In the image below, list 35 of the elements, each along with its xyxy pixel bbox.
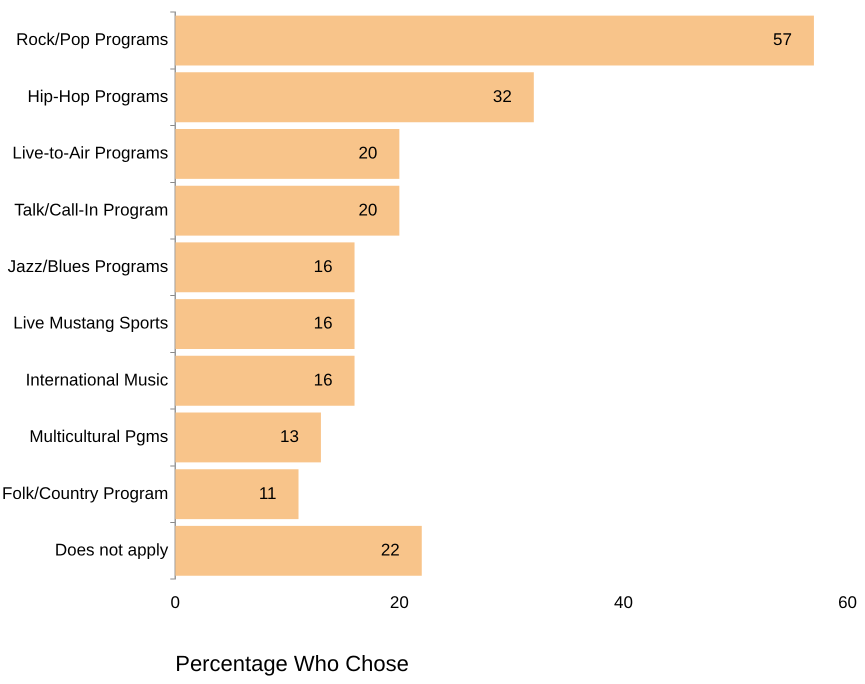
data-label: 13 <box>280 427 299 446</box>
y-tick-label: Talk/Call-In Program <box>14 200 168 220</box>
x-tick-label: 40 <box>614 593 633 612</box>
bar <box>175 16 814 66</box>
data-label: 11 <box>258 484 277 503</box>
bar <box>175 356 355 406</box>
y-tick-label: Rock/Pop Programs <box>16 30 168 50</box>
data-label: 16 <box>314 257 333 276</box>
data-label: 20 <box>358 200 378 220</box>
data-label: 22 <box>380 540 400 560</box>
bar <box>175 72 534 122</box>
bar <box>175 469 299 520</box>
bar <box>175 412 321 462</box>
data-label: 16 <box>314 314 333 333</box>
data-label: 16 <box>314 370 333 390</box>
y-tick-label: International Music <box>26 370 169 390</box>
y-tick-label: Live Mustang Sports <box>13 314 168 333</box>
bar <box>175 299 355 349</box>
data-label: 57 <box>773 30 792 50</box>
y-tick-label: Does not apply <box>54 540 169 560</box>
x-tick-label: 20 <box>390 593 409 612</box>
x-tick-label: 0 <box>170 593 180 612</box>
data-label: 20 <box>358 144 378 163</box>
y-tick-label: Jazz/Blues Programs <box>8 257 168 276</box>
y-tick-label: Live-to-Air Programs <box>12 144 168 163</box>
bar <box>175 129 400 179</box>
y-tick-label: Multicultural Pgms <box>29 427 168 446</box>
x-tick-label: 60 <box>838 593 858 612</box>
y-tick-label: Folk/Country Program <box>2 484 168 503</box>
data-label: 32 <box>492 86 512 106</box>
x-axis-title: Percentage Who Chose <box>175 650 409 676</box>
bar <box>175 186 400 236</box>
bar <box>175 526 422 576</box>
y-tick-label: Hip-Hop Programs <box>28 86 168 106</box>
bar <box>175 242 355 292</box>
